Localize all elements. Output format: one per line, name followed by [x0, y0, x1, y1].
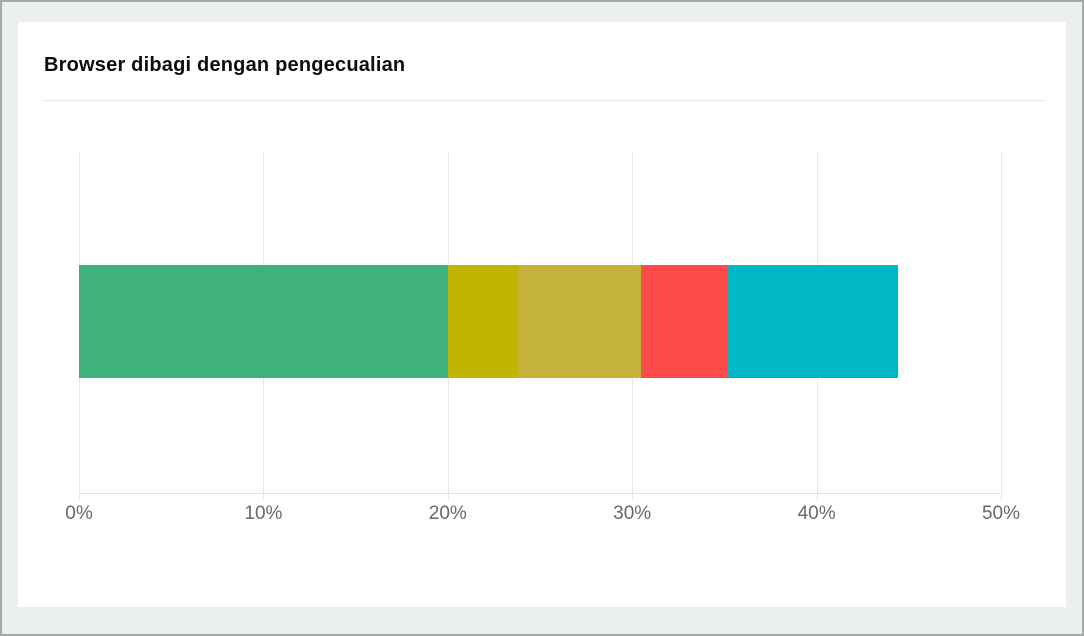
gridline-50%	[1001, 151, 1002, 501]
title-divider	[44, 100, 1046, 101]
x-axis-tick-label: 10%	[244, 503, 283, 524]
bar-segment-3-olive[interactable]	[517, 265, 642, 378]
bar-segment-2-dark-yellow[interactable]	[447, 265, 518, 378]
x-axis-line	[79, 493, 1001, 494]
x-axis-tick-label: 40%	[797, 503, 836, 524]
x-axis-tick-label: 30%	[613, 503, 652, 524]
plot-area: 0% 10% 20% 30% 40% 50%	[65, 151, 1020, 524]
x-axis-tick-label: 50%	[981, 503, 1021, 524]
stacked-bar	[79, 265, 898, 378]
bar-segment-5-cyan[interactable]	[728, 265, 898, 378]
x-axis-tick-label: 20%	[428, 503, 467, 524]
chart-title: Browser dibagi dengan pengecualian	[44, 54, 406, 76]
bar-segment-4-red[interactable]	[641, 265, 729, 378]
chart-card: Browser dibagi dengan pengecualian 0% 10%…	[18, 22, 1066, 607]
bar-segment-1-green[interactable]	[79, 265, 448, 378]
x-axis-tick-label: 0%	[65, 503, 93, 524]
